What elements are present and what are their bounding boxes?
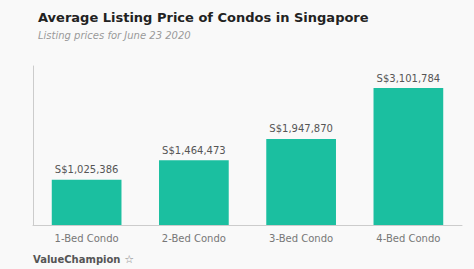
svg-text:S$1,025,386: S$1,025,386 — [55, 164, 119, 175]
svg-text:S$3,101,784: S$3,101,784 — [377, 73, 441, 84]
svg-text:Listing prices for June 23 202: Listing prices for June 23 2020 — [38, 30, 191, 41]
svg-text:4-Bed Condo: 4-Bed Condo — [376, 233, 440, 244]
svg-text:1-Bed Condo: 1-Bed Condo — [55, 233, 119, 244]
svg-text:3-Bed Condo: 3-Bed Condo — [269, 233, 333, 244]
svg-text:ValueChampion: ValueChampion — [33, 254, 120, 265]
svg-text:Average Listing Price of Condo: Average Listing Price of Condos in Singa… — [38, 10, 369, 25]
svg-text:☆: ☆ — [124, 253, 134, 266]
svg-text:S$1,947,870: S$1,947,870 — [269, 123, 333, 134]
svg-text:S$1,464,473: S$1,464,473 — [162, 145, 226, 156]
svg-text:2-Bed Condo: 2-Bed Condo — [162, 233, 226, 244]
